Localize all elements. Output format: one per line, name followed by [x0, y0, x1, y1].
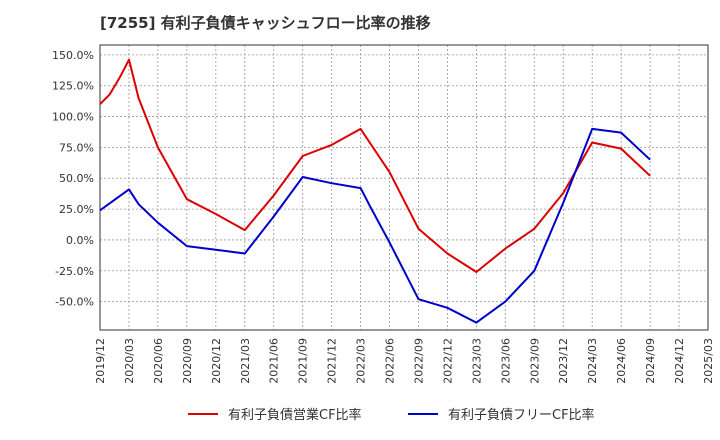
y-tick-label: -50.0% — [55, 296, 94, 309]
x-tick-label: 2024/03 — [586, 338, 599, 384]
x-tick-label: 2024/09 — [644, 338, 657, 384]
x-tick-label: 2023/03 — [470, 338, 483, 384]
x-tick-label: 2021/03 — [239, 338, 252, 384]
x-tick-label: 2024/12 — [673, 338, 686, 384]
x-tick-label: 2024/06 — [615, 338, 628, 384]
x-tick-label: 2020/09 — [181, 338, 194, 384]
x-tick-label: 2020/03 — [123, 338, 136, 384]
y-tick-label: 75.0% — [59, 141, 94, 154]
plot-border — [99, 44, 709, 331]
x-tick-label: 2020/12 — [210, 338, 223, 384]
x-tick-label: 2023/06 — [499, 338, 512, 384]
plot-area — [99, 44, 709, 331]
legend-label-1: 有利子負債営業CF比率 — [228, 407, 362, 423]
x-tick-label: 2022/09 — [412, 338, 425, 384]
chart-title: [7255] 有利子負債キャッシュフロー比率の推移 — [100, 14, 431, 32]
x-tick-label: 2025/03 — [702, 338, 715, 384]
y-tick-label: 50.0% — [59, 172, 94, 185]
y-tick-label: 150.0% — [52, 49, 94, 62]
legend-label-2: 有利子負債フリーCF比率 — [448, 407, 595, 423]
y-tick-label: 0.0% — [66, 234, 94, 247]
x-tick-label: 2023/12 — [557, 338, 570, 384]
y-tick-label: -25.0% — [55, 265, 94, 278]
x-tick-label: 2021/12 — [326, 338, 339, 384]
x-tick-label: 2022/03 — [355, 338, 368, 384]
x-tick-label: 2019/12 — [94, 338, 107, 384]
x-tick-label: 2023/09 — [528, 338, 541, 384]
x-tick-label: 2021/09 — [297, 338, 310, 384]
series-line-1 — [99, 58, 651, 273]
y-tick-label: 25.0% — [59, 203, 94, 216]
y-tick-label: 100.0% — [52, 111, 94, 124]
x-tick-label: 2021/06 — [268, 338, 281, 384]
x-tick-label: 2020/06 — [152, 338, 165, 384]
series-line-2 — [99, 127, 651, 324]
x-tick-label: 2022/06 — [384, 338, 397, 384]
x-tick-label: 2022/12 — [441, 338, 454, 384]
y-tick-label: 125.0% — [52, 80, 94, 93]
